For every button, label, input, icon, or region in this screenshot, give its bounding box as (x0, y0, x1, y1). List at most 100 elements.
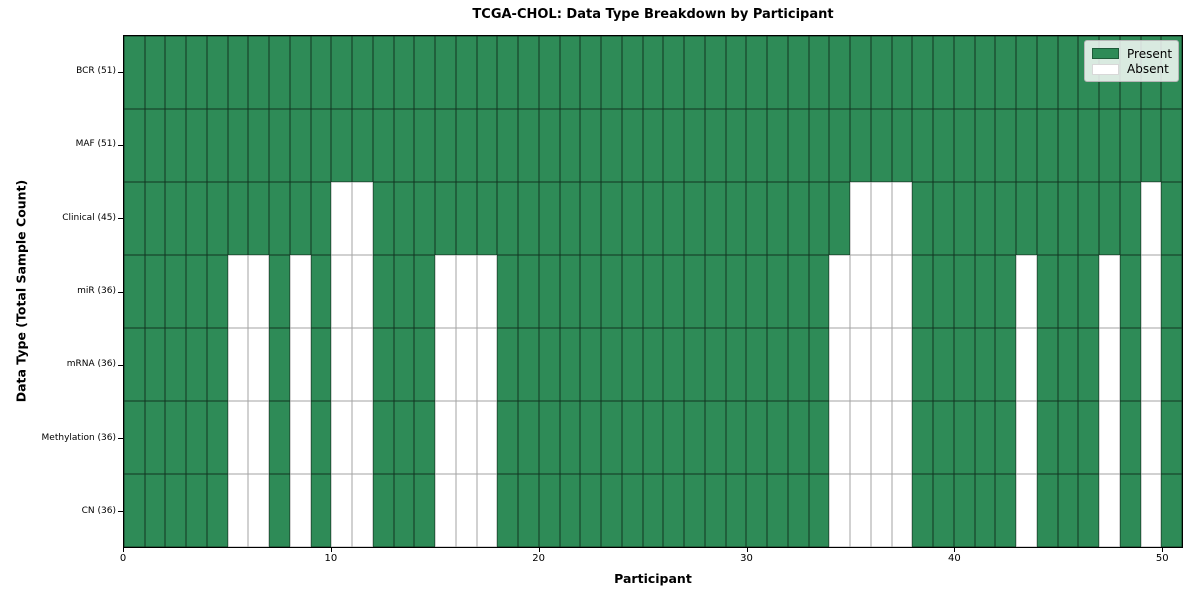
heatmap-cell (331, 328, 353, 401)
heatmap-cell (269, 36, 290, 109)
heatmap-cell (476, 182, 498, 255)
x-axis-label: Participant (614, 571, 692, 586)
heatmap-cell (850, 401, 871, 474)
heatmap-cell (1057, 36, 1079, 109)
heatmap-cell (1161, 255, 1182, 328)
heatmap-cell (601, 474, 622, 547)
heatmap-cell (725, 255, 747, 328)
heatmap-cell (186, 474, 207, 547)
heatmap-cell (1036, 182, 1058, 255)
heatmap-cell (912, 109, 934, 182)
heatmap-cell (518, 474, 539, 547)
heatmap-cell (829, 474, 851, 547)
heatmap-cell (1140, 182, 1162, 255)
heatmap-cell (186, 36, 207, 109)
heatmap-cell (808, 182, 830, 255)
heatmap-cell (663, 182, 685, 255)
heatmap-cell (850, 255, 871, 328)
heatmap-cell (559, 255, 581, 328)
heatmap-cell (476, 401, 498, 474)
heatmap-cell (372, 182, 394, 255)
heatmap-cell (497, 401, 519, 474)
heatmap-cell (476, 255, 498, 328)
heatmap-cell (767, 328, 788, 401)
heatmap-cell (352, 401, 373, 474)
heatmap-cell (144, 36, 166, 109)
heatmap-cell (559, 328, 581, 401)
heatmap-cell (746, 182, 768, 255)
y-tick-label: CN (36) (81, 505, 116, 516)
heatmap-cell (767, 109, 788, 182)
heatmap-cell (912, 182, 934, 255)
y-tick-mark (118, 144, 123, 146)
y-tick-mark (118, 511, 123, 513)
heatmap-cell (1140, 255, 1162, 328)
heatmap-cell (352, 36, 373, 109)
heatmap-cell (435, 328, 456, 401)
heatmap-cell (1078, 474, 1100, 547)
heatmap-cell (767, 255, 788, 328)
heatmap-cell (1119, 182, 1141, 255)
heatmap-cell (393, 474, 415, 547)
heatmap-cell (850, 36, 871, 109)
heatmap-cell (1161, 182, 1182, 255)
heatmap-cell (227, 401, 249, 474)
heatmap-cell (787, 255, 809, 328)
heatmap-cell (144, 255, 166, 328)
heatmap-cell (497, 255, 519, 328)
heatmap-cell (621, 109, 643, 182)
heatmap-cell (704, 36, 726, 109)
heatmap-cell (725, 328, 747, 401)
heatmap-cell (372, 36, 394, 109)
heatmap-cell (974, 182, 996, 255)
heatmap-cell (725, 182, 747, 255)
x-tick-label: 30 (740, 553, 753, 564)
y-tick-label: BCR (51) (76, 66, 116, 77)
heatmap-cell (269, 182, 290, 255)
heatmap-cell (1016, 401, 1037, 474)
heatmap-cell (124, 328, 145, 401)
heatmap-cell (1099, 255, 1120, 328)
heatmap-cell (372, 255, 394, 328)
heatmap-cell (787, 182, 809, 255)
heatmap-cell (580, 328, 602, 401)
heatmap-cell (165, 36, 187, 109)
heatmap-cell (331, 401, 353, 474)
heatmap-cell (310, 109, 332, 182)
heatmap-cell (808, 328, 830, 401)
legend-swatch-present-icon (1092, 48, 1119, 60)
heatmap-cell (912, 401, 934, 474)
heatmap-cell (1057, 328, 1079, 401)
heatmap-cell (414, 474, 436, 547)
heatmap-cell (289, 109, 311, 182)
heatmap-cell (1078, 401, 1100, 474)
heatmap-cell (248, 401, 270, 474)
heatmap-cell (559, 36, 581, 109)
heatmap-cell (289, 36, 311, 109)
heatmap-cell (704, 109, 726, 182)
heatmap-cell (891, 255, 913, 328)
heatmap-cell (497, 328, 519, 401)
heatmap-cell (393, 182, 415, 255)
heatmap-cell (663, 401, 685, 474)
heatmap-cell (331, 109, 353, 182)
plot-area (123, 35, 1183, 548)
heatmap-cell (704, 255, 726, 328)
heatmap-cell (933, 182, 954, 255)
heatmap-cell (663, 474, 685, 547)
heatmap-cell (206, 182, 228, 255)
x-tick-mark (1162, 548, 1164, 552)
heatmap-cell (1099, 182, 1120, 255)
heatmap-cell (206, 109, 228, 182)
heatmap-cell (227, 36, 249, 109)
heatmap-cell (352, 109, 373, 182)
heatmap-cell (808, 255, 830, 328)
heatmap-cell (165, 109, 187, 182)
heatmap-cell (870, 474, 892, 547)
heatmap-cell (518, 36, 539, 109)
heatmap-cell (144, 401, 166, 474)
heatmap-cell (580, 255, 602, 328)
heatmap-cell (621, 255, 643, 328)
heatmap-cell (186, 182, 207, 255)
